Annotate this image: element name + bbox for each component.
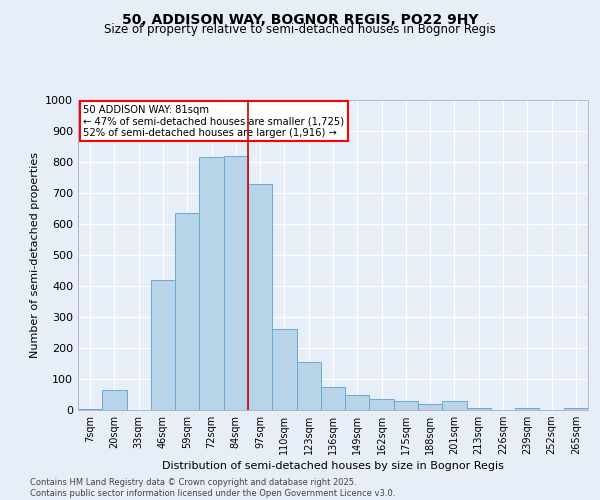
Text: Size of property relative to semi-detached houses in Bognor Regis: Size of property relative to semi-detach… xyxy=(104,22,496,36)
Bar xyxy=(564,408,588,410)
Text: 50, ADDISON WAY, BOGNOR REGIS, PO22 9HY: 50, ADDISON WAY, BOGNOR REGIS, PO22 9HY xyxy=(122,12,478,26)
Bar xyxy=(345,394,370,410)
Bar xyxy=(467,408,491,410)
Bar xyxy=(224,156,248,410)
Text: 50 ADDISON WAY: 81sqm
← 47% of semi-detached houses are smaller (1,725)
52% of s: 50 ADDISON WAY: 81sqm ← 47% of semi-deta… xyxy=(83,104,344,138)
Bar xyxy=(296,362,321,410)
Bar xyxy=(370,399,394,410)
Bar xyxy=(515,408,539,410)
Text: Contains HM Land Registry data © Crown copyright and database right 2025.
Contai: Contains HM Land Registry data © Crown c… xyxy=(30,478,395,498)
Bar xyxy=(102,390,127,410)
Bar xyxy=(248,184,272,410)
Bar xyxy=(442,400,467,410)
Bar xyxy=(418,404,442,410)
Bar xyxy=(394,400,418,410)
Bar xyxy=(199,158,224,410)
Bar xyxy=(321,387,345,410)
Bar xyxy=(175,213,199,410)
Bar xyxy=(272,330,296,410)
Bar xyxy=(151,280,175,410)
Y-axis label: Number of semi-detached properties: Number of semi-detached properties xyxy=(29,152,40,358)
X-axis label: Distribution of semi-detached houses by size in Bognor Regis: Distribution of semi-detached houses by … xyxy=(162,462,504,471)
